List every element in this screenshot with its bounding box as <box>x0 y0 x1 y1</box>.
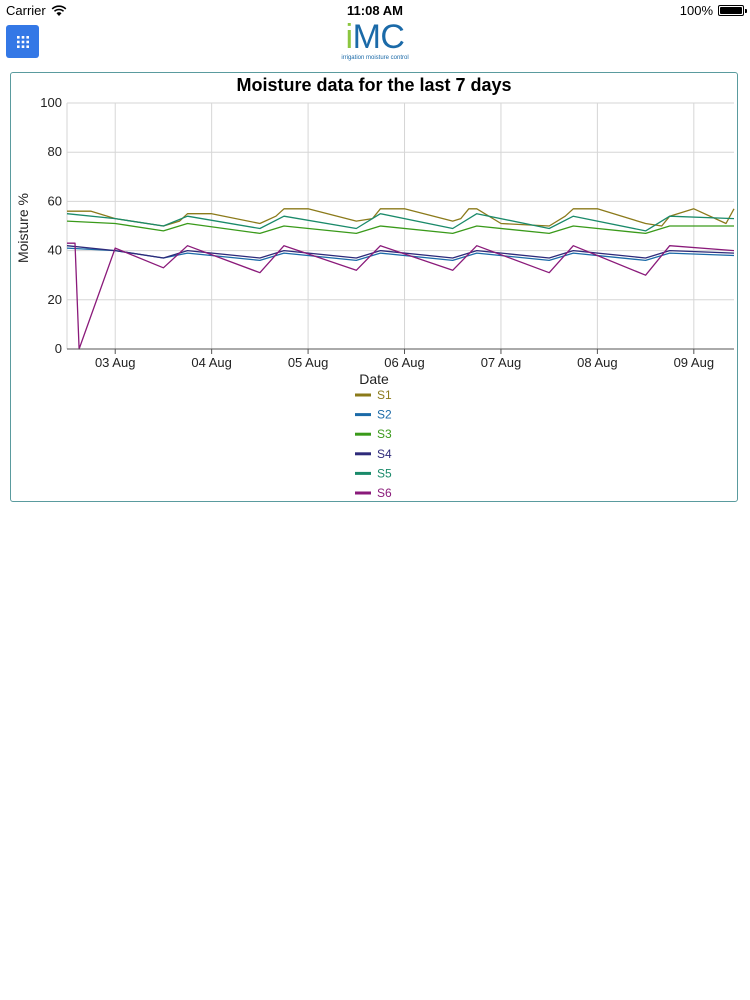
y-axis-label: Moisture % <box>15 193 31 263</box>
status-bar: Carrier 11:08 AM 100% <box>0 0 750 22</box>
legend-label-s5: S5 <box>377 466 392 480</box>
y-tick-label: 60 <box>48 193 62 208</box>
x-tick-label: 07 Aug <box>481 355 522 370</box>
imc-logo: iMC irrigation moisture control <box>330 20 420 64</box>
legend-label-s2: S2 <box>377 408 392 422</box>
status-left: Carrier <box>6 3 67 18</box>
moisture-chart-panel: Moisture data for the last 7 days 0 20 40 6… <box>10 72 738 502</box>
carrier-label: Carrier <box>6 3 46 18</box>
chart-legend: S1 S2 S3 S4 S5 S6 <box>355 388 392 500</box>
series-line-s1 <box>67 208 735 227</box>
y-tick-label: 80 <box>48 144 62 159</box>
grid-icon <box>16 35 29 48</box>
series-line-s5 <box>66 213 735 232</box>
x-tick-label: 09 Aug <box>674 355 715 370</box>
x-tick-label: 05 Aug <box>288 355 329 370</box>
series-line-s6 <box>67 242 735 350</box>
legend-label-s3: S3 <box>377 427 392 441</box>
y-tick-label: 40 <box>48 243 62 258</box>
logo-subtitle: irrigation moisture control <box>341 55 409 61</box>
x-axis-label: Date <box>359 371 389 387</box>
y-tick-label: 0 <box>55 341 62 356</box>
chart-series <box>66 208 735 350</box>
x-tick-label: 04 Aug <box>191 355 232 370</box>
series-line-s4 <box>66 245 735 259</box>
wifi-icon <box>51 4 67 16</box>
y-axis-ticks: 0 20 40 60 80 100 <box>40 95 62 356</box>
logo-i: i <box>345 18 354 56</box>
legend-label-s1: S1 <box>377 388 392 402</box>
y-tick-label: 100 <box>40 95 62 110</box>
x-tick-label: 08 Aug <box>577 355 618 370</box>
y-tick-label: 20 <box>48 292 62 307</box>
battery-percentage: 100% <box>679 3 713 18</box>
status-right: 100% <box>679 3 747 18</box>
moisture-chart: Moisture data for the last 7 days 0 20 40 6… <box>15 75 735 500</box>
battery-icon <box>718 5 747 16</box>
status-time: 11:08 AM <box>347 3 403 18</box>
series-line-s3 <box>66 220 734 235</box>
chart-title: Moisture data for the last 7 days <box>236 75 511 95</box>
legend-label-s4: S4 <box>377 447 392 461</box>
legend-label-s6: S6 <box>377 486 392 500</box>
x-axis-ticks: 03 Aug 04 Aug 05 Aug 06 Aug 07 Aug 08 Aug 09 A… <box>95 355 714 370</box>
x-tick-label: 03 Aug <box>95 355 136 370</box>
logo-mc: MC <box>352 18 405 56</box>
x-tick-label: 06 Aug <box>384 355 425 370</box>
menu-button[interactable] <box>6 25 39 58</box>
logo-wordmark: iMC <box>330 20 420 54</box>
series-line-s2 <box>66 247 735 262</box>
